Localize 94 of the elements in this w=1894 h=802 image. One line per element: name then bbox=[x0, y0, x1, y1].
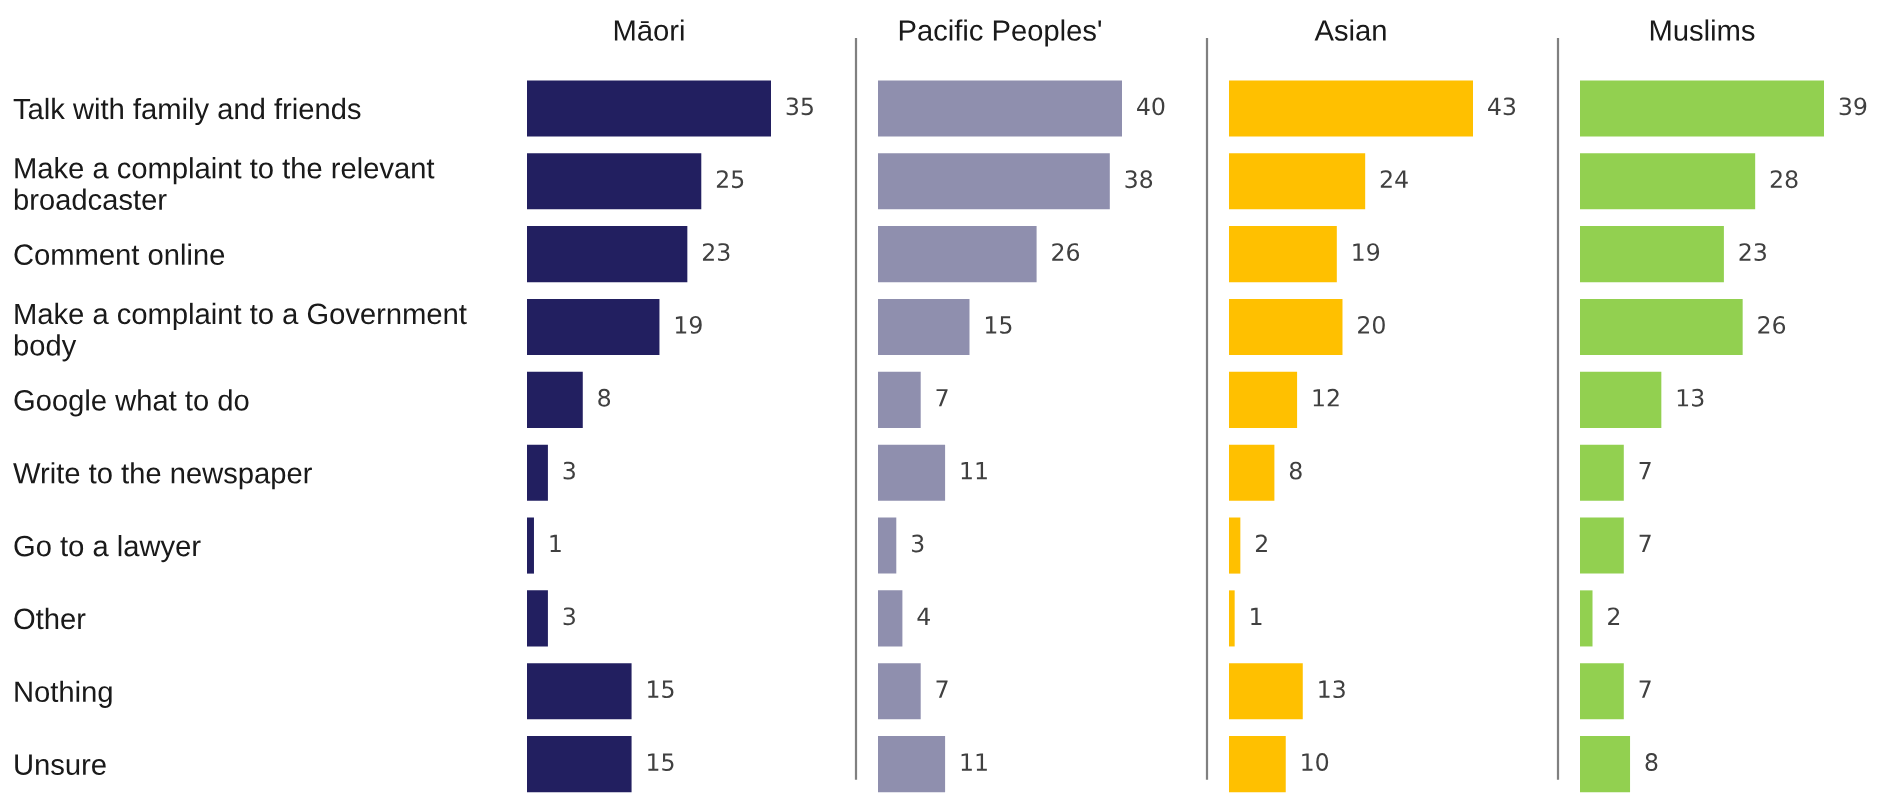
data-label: 15 bbox=[648, 680, 674, 699]
data-label: 7 bbox=[936, 680, 948, 698]
data-label: 15 bbox=[648, 753, 674, 771]
bar bbox=[1229, 80, 1473, 137]
y-tick-label: Comment online bbox=[14, 243, 225, 265]
data-label: 13 bbox=[1319, 680, 1345, 699]
bar bbox=[527, 663, 632, 720]
y-tick-label: Go to a lawyer bbox=[14, 534, 201, 563]
data-label: 23 bbox=[702, 243, 730, 261]
data-label: 20 bbox=[1358, 315, 1385, 334]
data-label: 1 bbox=[1251, 607, 1262, 625]
data-label: 19 bbox=[1353, 243, 1380, 261]
data-label: 26 bbox=[1758, 315, 1786, 334]
bar bbox=[1580, 517, 1624, 574]
bar bbox=[878, 517, 897, 574]
y-tick-label: Google what to do bbox=[14, 389, 249, 417]
bar bbox=[1229, 663, 1303, 720]
bar bbox=[878, 444, 946, 501]
y-tick-label: Make a complaint to the relevant broadcaster bbox=[14, 157, 435, 210]
bar bbox=[1580, 590, 1593, 647]
y-tick-label: Unsure bbox=[15, 754, 106, 775]
bar bbox=[878, 226, 1037, 283]
bar bbox=[878, 298, 970, 356]
bar bbox=[1229, 590, 1235, 647]
data-label: 7 bbox=[936, 389, 948, 407]
chart-title: Pacific Peoples' bbox=[899, 19, 1102, 47]
data-label: 7 bbox=[1639, 680, 1651, 698]
bar bbox=[1580, 80, 1824, 137]
data-label: 15 bbox=[985, 316, 1012, 334]
bar bbox=[527, 736, 632, 793]
data-label: 35 bbox=[786, 97, 813, 116]
data-label: 4 bbox=[917, 607, 930, 625]
y-tick-label: Other bbox=[14, 607, 86, 630]
data-label: 3 bbox=[563, 461, 575, 480]
y-tick-label: Nothing bbox=[15, 680, 112, 708]
bar bbox=[1229, 371, 1298, 428]
data-label: 26 bbox=[1052, 243, 1080, 261]
data-label: 39 bbox=[1839, 97, 1867, 116]
y-tick-label: Write to the newspaper bbox=[13, 462, 312, 490]
bar bbox=[1229, 517, 1241, 574]
data-label: 3 bbox=[911, 534, 924, 553]
bar bbox=[1229, 226, 1337, 283]
data-label: 19 bbox=[675, 315, 702, 334]
data-label: 2 bbox=[1255, 534, 1267, 553]
bar bbox=[1580, 226, 1724, 283]
bar bbox=[527, 153, 702, 210]
y-tick-label: Talk with family and friends bbox=[13, 97, 361, 126]
data-label: 25 bbox=[716, 170, 744, 189]
bar bbox=[527, 517, 534, 574]
bar bbox=[878, 371, 921, 428]
bar bbox=[527, 590, 548, 647]
data-label: 23 bbox=[1739, 243, 1766, 261]
data-label: 11 bbox=[961, 753, 987, 771]
data-label: 8 bbox=[598, 388, 611, 407]
chart-title: Muslims bbox=[1650, 19, 1755, 41]
data-label: 10 bbox=[1302, 753, 1329, 771]
bar bbox=[1229, 298, 1343, 356]
bar bbox=[878, 80, 1122, 137]
bar bbox=[1580, 153, 1756, 210]
data-label: 11 bbox=[961, 462, 987, 480]
data-label: 40 bbox=[1137, 97, 1165, 116]
bar bbox=[527, 298, 660, 356]
bar bbox=[1580, 444, 1624, 501]
data-label: 7 bbox=[1639, 462, 1651, 480]
data-label: 38 bbox=[1125, 170, 1153, 189]
bar bbox=[1580, 663, 1624, 720]
data-label: 7 bbox=[1639, 534, 1651, 553]
bar bbox=[878, 153, 1110, 210]
data-label: 3 bbox=[563, 607, 575, 626]
bar bbox=[527, 371, 583, 428]
bar bbox=[527, 80, 771, 137]
data-label: 28 bbox=[1770, 170, 1798, 189]
data-label: 12 bbox=[1313, 388, 1339, 407]
data-label: 24 bbox=[1380, 170, 1408, 188]
data-label: 1 bbox=[550, 534, 561, 553]
bar bbox=[527, 444, 548, 501]
data-label: 43 bbox=[1488, 97, 1516, 116]
bar bbox=[878, 736, 946, 793]
bar bbox=[1580, 736, 1631, 793]
chart-title: Asian bbox=[1314, 19, 1386, 41]
data-label: 8 bbox=[1289, 461, 1302, 480]
bar bbox=[1229, 444, 1275, 501]
bar bbox=[878, 590, 903, 647]
data-label: 8 bbox=[1645, 753, 1658, 771]
bar bbox=[1229, 736, 1286, 793]
bar bbox=[1580, 371, 1662, 428]
bar bbox=[1229, 153, 1366, 210]
chart-title: Māori bbox=[614, 19, 684, 41]
data-label: 2 bbox=[1608, 607, 1620, 625]
data-label: 13 bbox=[1677, 388, 1704, 407]
bar bbox=[527, 226, 688, 283]
y-tick-label: Make a complaint to a Government body bbox=[14, 302, 467, 362]
bar bbox=[878, 663, 921, 720]
bar bbox=[1580, 298, 1743, 356]
